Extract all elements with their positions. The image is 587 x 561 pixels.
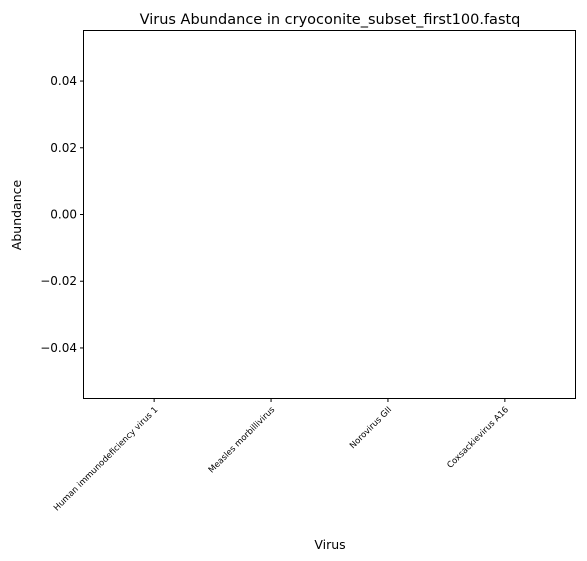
chart-title: Virus Abundance in cryoconite_subset_fir… — [140, 12, 521, 28]
x-axis-label: Virus — [314, 537, 345, 552]
x-tick-label: Human immunodeficiency virus 1 — [52, 405, 160, 513]
y-axis-ticks: 0.04 0.02 0.00 −0.02 −0.04 — [40, 74, 84, 355]
x-tick-label: Norovirus GII — [348, 405, 394, 451]
y-tick-label: 0.02 — [50, 141, 77, 155]
y-axis-label: Abundance — [9, 179, 24, 250]
x-tick-label: Measles morbillivirus — [207, 405, 278, 476]
y-tick-label: −0.02 — [40, 274, 77, 288]
y-tick-label: 0.00 — [50, 208, 77, 222]
y-tick-label: −0.04 — [40, 341, 77, 355]
plot-area — [83, 30, 576, 399]
x-axis-ticks: Human immunodeficiency virus 1 Measles mo… — [52, 398, 511, 513]
y-tick-label: 0.04 — [50, 74, 77, 88]
x-tick-label: Coxsackievirus A16 — [445, 405, 511, 471]
